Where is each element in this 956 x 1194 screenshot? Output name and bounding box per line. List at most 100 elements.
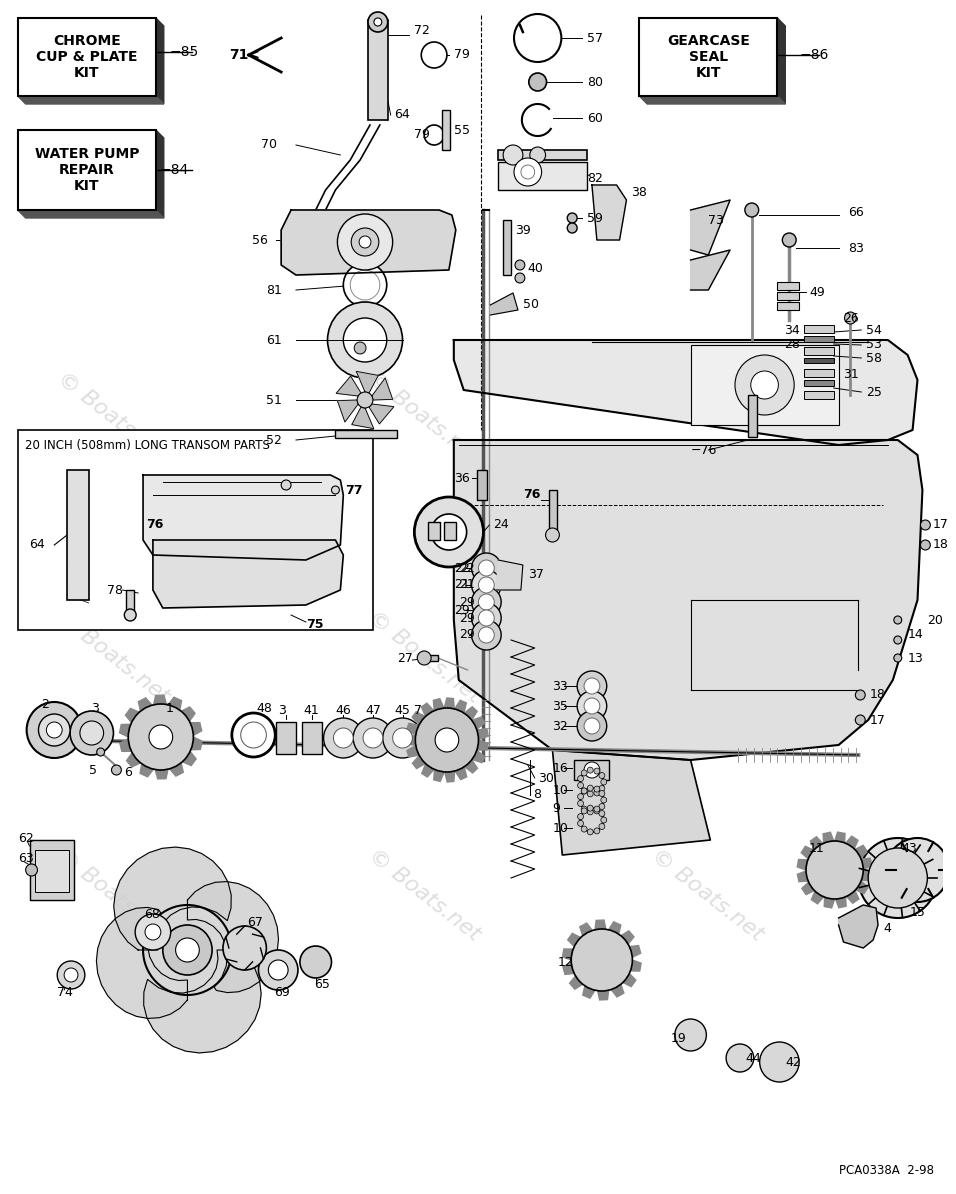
Circle shape: [600, 778, 607, 784]
Circle shape: [435, 728, 459, 752]
Circle shape: [350, 270, 380, 300]
Circle shape: [300, 946, 332, 978]
Bar: [804, 369, 834, 377]
Polygon shape: [811, 837, 823, 849]
Polygon shape: [598, 990, 609, 999]
Circle shape: [856, 715, 865, 725]
Circle shape: [599, 773, 605, 778]
Circle shape: [599, 811, 605, 817]
Circle shape: [479, 627, 494, 644]
Polygon shape: [595, 921, 606, 930]
Circle shape: [38, 714, 70, 746]
Polygon shape: [18, 96, 163, 104]
Text: 65: 65: [314, 979, 330, 991]
Circle shape: [577, 710, 607, 741]
Polygon shape: [445, 771, 455, 782]
Text: 69: 69: [274, 985, 290, 998]
Circle shape: [363, 728, 382, 747]
Text: −84: −84: [160, 164, 189, 177]
Polygon shape: [143, 475, 343, 560]
Polygon shape: [570, 975, 583, 989]
Circle shape: [577, 691, 607, 721]
Circle shape: [471, 553, 501, 583]
Polygon shape: [412, 712, 425, 725]
Circle shape: [343, 263, 387, 307]
Text: 35: 35: [553, 700, 569, 713]
Circle shape: [600, 798, 607, 804]
Circle shape: [584, 678, 599, 694]
Bar: [804, 336, 834, 341]
Text: 12: 12: [557, 955, 574, 968]
Circle shape: [594, 786, 599, 792]
Text: © Boats.net: © Boats.net: [54, 845, 173, 946]
Text: 29: 29: [454, 603, 469, 616]
Circle shape: [600, 817, 607, 823]
Circle shape: [584, 718, 599, 734]
Text: 42: 42: [785, 1055, 801, 1069]
Circle shape: [858, 838, 937, 918]
Text: 76: 76: [146, 518, 163, 531]
Polygon shape: [169, 763, 184, 776]
Circle shape: [358, 392, 373, 408]
Text: 20: 20: [927, 614, 944, 627]
Circle shape: [580, 770, 604, 794]
Text: 28: 28: [784, 339, 800, 351]
Polygon shape: [434, 769, 445, 781]
Circle shape: [577, 776, 583, 782]
Circle shape: [334, 728, 353, 747]
Circle shape: [530, 147, 546, 164]
Bar: [503, 220, 511, 275]
Circle shape: [258, 950, 298, 990]
Polygon shape: [422, 703, 434, 716]
Text: 38: 38: [631, 185, 647, 198]
Polygon shape: [369, 404, 394, 424]
Circle shape: [894, 654, 902, 661]
Polygon shape: [183, 751, 196, 765]
Polygon shape: [139, 697, 152, 712]
Polygon shape: [838, 905, 878, 948]
Polygon shape: [583, 986, 595, 998]
Text: 4: 4: [883, 922, 891, 935]
Polygon shape: [640, 96, 785, 104]
Text: 58: 58: [866, 351, 882, 364]
Polygon shape: [592, 185, 626, 240]
Bar: [777, 282, 799, 290]
Circle shape: [374, 18, 381, 26]
Text: 52: 52: [267, 433, 282, 447]
Polygon shape: [141, 764, 154, 777]
Circle shape: [471, 570, 501, 601]
Circle shape: [581, 826, 587, 832]
Text: 17: 17: [870, 714, 886, 726]
Text: 10: 10: [553, 821, 569, 835]
Text: 63: 63: [18, 851, 33, 864]
Text: 10: 10: [553, 783, 569, 796]
Polygon shape: [187, 881, 278, 992]
Polygon shape: [445, 698, 454, 709]
Polygon shape: [181, 707, 195, 721]
Circle shape: [886, 838, 949, 901]
Text: 26: 26: [843, 312, 859, 325]
Polygon shape: [823, 832, 834, 843]
Text: 25: 25: [866, 386, 882, 399]
Circle shape: [587, 829, 594, 835]
Circle shape: [581, 808, 587, 814]
Circle shape: [599, 824, 605, 830]
Circle shape: [359, 236, 371, 248]
Circle shape: [503, 144, 523, 165]
Polygon shape: [455, 767, 467, 780]
Text: 57: 57: [587, 31, 603, 44]
Polygon shape: [690, 250, 730, 290]
Text: 11: 11: [809, 842, 825, 855]
Text: 15: 15: [909, 905, 925, 918]
Text: © Boats.net: © Boats.net: [54, 607, 173, 707]
Text: 22: 22: [459, 561, 474, 574]
Bar: [424, 656, 438, 661]
Circle shape: [567, 223, 577, 233]
Circle shape: [584, 698, 599, 714]
Bar: [34, 850, 69, 892]
Circle shape: [143, 905, 232, 995]
Polygon shape: [777, 18, 785, 104]
Text: 19: 19: [671, 1032, 686, 1045]
Polygon shape: [190, 722, 202, 736]
Text: 53: 53: [866, 339, 882, 351]
